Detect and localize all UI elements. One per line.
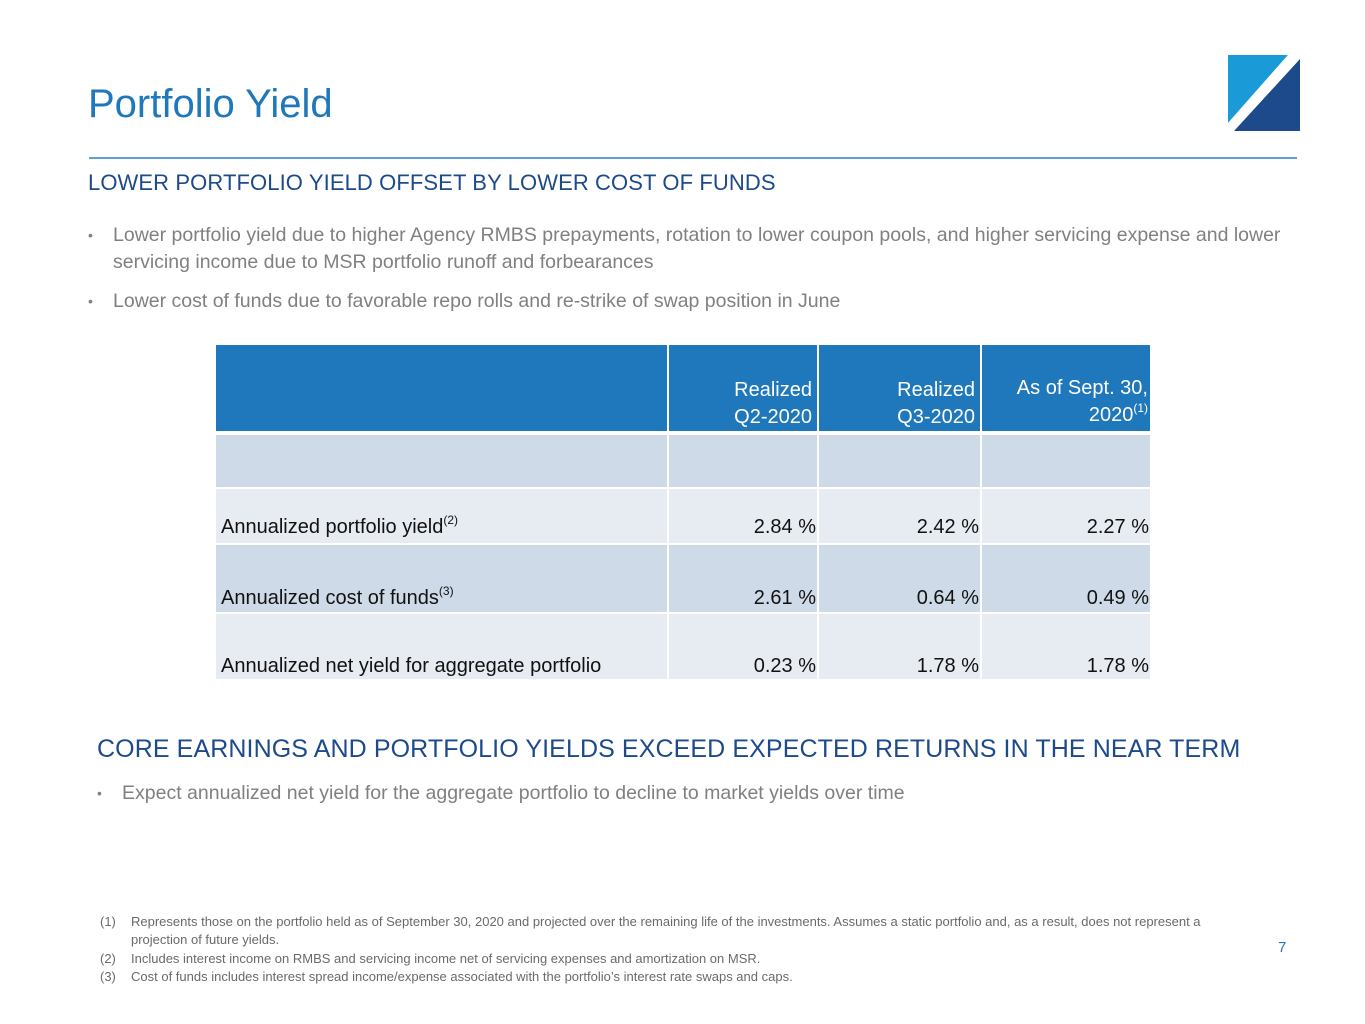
column-label: Realized — [897, 379, 975, 401]
footnote-text: Includes interest income on RMBS and ser… — [131, 950, 761, 966]
section-heading-cost-of-funds: LOWER PORTFOLIO YIELD OFFSET BY LOWER CO… — [88, 170, 776, 195]
bullet-text: Lower cost of funds due to favorable rep… — [113, 290, 841, 312]
row-label: Annualized net yield for aggregate portf… — [221, 655, 602, 677]
bullet-text: Expect annualized net yield for the aggr… — [122, 782, 905, 804]
value-q3: 0.64 % — [916, 587, 979, 609]
column-sublabel: Q3-2020 — [897, 406, 975, 428]
bullet-net-yield-outlook: • Expect annualized net yield for the ag… — [97, 780, 1097, 808]
footnote-ref: (1) — [1133, 401, 1148, 415]
value-q2: 2.61 % — [753, 587, 816, 609]
value-sept30: 0.49 % — [1086, 587, 1149, 609]
table-band — [669, 435, 817, 487]
value-q3: 1.78 % — [916, 655, 979, 677]
footnote-text: Cost of funds includes interest spread i… — [131, 968, 793, 984]
table-header-q2: Realized Q2-2020 — [669, 345, 817, 431]
footnote-number: (3) — [100, 968, 116, 984]
table-cell: 0.49 % — [982, 545, 1150, 612]
bullet-dot: • — [97, 785, 102, 801]
bullet-text: Lower portfolio yield due to higher Agen… — [113, 224, 1281, 273]
table-cell: 1.78 % — [819, 614, 980, 679]
value-q2: 2.84 % — [753, 516, 816, 538]
footnote-number: (2) — [100, 950, 116, 966]
footnote-text: Represents those on the portfolio held a… — [131, 914, 1201, 948]
table-band — [216, 435, 667, 487]
table-cell: 2.42 % — [819, 489, 980, 543]
table-cell: 0.64 % — [819, 545, 980, 612]
value-q2: 0.23 % — [753, 655, 816, 677]
footnote: (2) Includes interest income on RMBS and… — [100, 950, 1260, 968]
table-cell: 1.78 % — [982, 614, 1150, 679]
value-sept30: 2.27 % — [1086, 516, 1149, 538]
company-logo-icon — [1228, 55, 1300, 131]
table-header-q3: Realized Q3-2020 — [819, 345, 980, 431]
page-number: 7 — [1278, 939, 1287, 956]
bullet-portfolio-yield: • Lower portfolio yield due to higher Ag… — [88, 222, 1288, 278]
value-q3: 2.42 % — [916, 516, 979, 538]
table-cell: 0.23 % — [669, 614, 817, 679]
row-label: Annualized portfolio yield — [221, 516, 444, 538]
bullet-cost-of-funds: • Lower cost of funds due to favorable r… — [88, 288, 1288, 316]
table-cell: 2.27 % — [982, 489, 1150, 543]
column-label: As of Sept. 30, — [1016, 377, 1148, 399]
table-row: Annualized cost of funds(3) — [216, 545, 667, 612]
footnote-ref: (2) — [443, 513, 459, 527]
footnotes: (1) Represents those on the portfolio he… — [100, 913, 1260, 986]
value-sept30: 1.78 % — [1086, 655, 1149, 677]
footnote-number: (1) — [100, 914, 116, 929]
table-cell: 2.61 % — [669, 545, 817, 612]
footnote-ref: (3) — [438, 584, 454, 598]
table-cell: 2.84 % — [669, 489, 817, 543]
bullet-dot: • — [88, 293, 93, 309]
footnote: (3) Cost of funds includes interest spre… — [100, 968, 1260, 986]
page-title: Portfolio Yield — [88, 82, 333, 126]
table-band — [819, 435, 980, 487]
bullet-dot: • — [88, 227, 93, 243]
row-label: Annualized cost of funds — [221, 587, 439, 609]
footnote: (1) Represents those on the portfolio he… — [100, 913, 1260, 950]
section-heading-core-earnings: CORE EARNINGS AND PORTFOLIO YIELDS EXCEE… — [97, 735, 1241, 763]
table-row: Annualized portfolio yield(2) — [216, 489, 667, 543]
column-sublabel: 2020 — [1088, 404, 1134, 426]
table-header-blank — [216, 345, 667, 431]
table-band — [982, 435, 1150, 487]
column-sublabel: Q2-2020 — [734, 406, 812, 428]
column-label: Realized — [734, 379, 812, 401]
table-header-sept30: As of Sept. 30, 2020(1) — [982, 345, 1150, 431]
table-row: Annualized net yield for aggregate portf… — [216, 614, 667, 679]
title-divider — [89, 157, 1297, 159]
